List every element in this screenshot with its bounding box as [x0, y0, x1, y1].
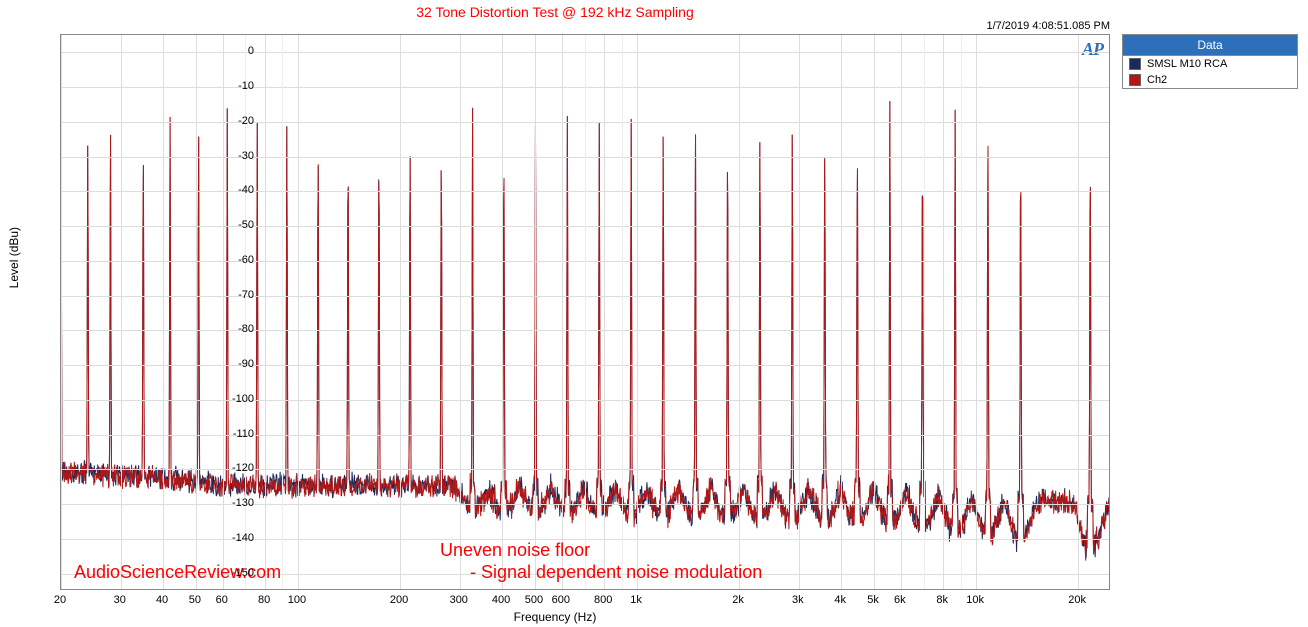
- gridline-vertical: [121, 35, 122, 589]
- gridline-vertical: [604, 35, 605, 589]
- gridline-vertical: [163, 35, 164, 589]
- legend-swatch: [1129, 58, 1141, 70]
- gridline-vertical-minor: [961, 35, 962, 589]
- x-tick-label: 500: [525, 594, 543, 606]
- gridline-vertical-minor: [622, 35, 623, 589]
- x-tick-label: 1k: [630, 594, 642, 606]
- gridline-vertical: [265, 35, 266, 589]
- x-tick-label: 400: [492, 594, 510, 606]
- x-tick-label: 2k: [732, 594, 744, 606]
- gridline-vertical: [841, 35, 842, 589]
- gridline-vertical: [943, 35, 944, 589]
- x-tick-label: 6k: [894, 594, 906, 606]
- x-tick-label: 80: [258, 594, 270, 606]
- y-tick-label: -120: [232, 462, 254, 474]
- legend-swatch: [1129, 74, 1141, 86]
- x-tick-label: 30: [114, 594, 126, 606]
- annotation-text: Uneven noise floor: [440, 540, 590, 561]
- y-axis-title: Level (dBu): [7, 227, 21, 288]
- gridline-vertical: [502, 35, 503, 589]
- chart-title: 32 Tone Distortion Test @ 192 kHz Sampli…: [0, 4, 1110, 20]
- x-tick-label: 300: [450, 594, 468, 606]
- gridline-vertical-minor: [924, 35, 925, 589]
- y-tick-label: -30: [238, 150, 254, 162]
- y-tick-label: -50: [238, 219, 254, 231]
- x-tick-label: 50: [189, 594, 201, 606]
- y-tick-label: -90: [238, 358, 254, 370]
- legend-label: Ch2: [1147, 74, 1167, 86]
- x-tick-label: 5k: [867, 594, 879, 606]
- legend-box: Data SMSL M10 RCA Ch2: [1122, 34, 1298, 89]
- gridline-vertical: [901, 35, 902, 589]
- gridline-vertical: [61, 35, 62, 589]
- y-tick-label: -10: [238, 80, 254, 92]
- x-tick-label: 4k: [834, 594, 846, 606]
- x-tick-label: 800: [594, 594, 612, 606]
- gridline-vertical-minor: [585, 35, 586, 589]
- y-tick-label: -130: [232, 497, 254, 509]
- x-tick-label: 60: [216, 594, 228, 606]
- y-tick-label: -140: [232, 532, 254, 544]
- gridline-vertical: [196, 35, 197, 589]
- y-tick-label: -100: [232, 393, 254, 405]
- y-tick-label: -70: [238, 289, 254, 301]
- gridline-vertical: [223, 35, 224, 589]
- legend-item: SMSL M10 RCA: [1123, 56, 1297, 72]
- y-tick-label: -80: [238, 323, 254, 335]
- gridline-vertical: [799, 35, 800, 589]
- gridline-vertical: [535, 35, 536, 589]
- legend-header: Data: [1123, 35, 1297, 56]
- gridline-vertical-minor: [282, 35, 283, 589]
- gridline-vertical: [637, 35, 638, 589]
- y-tick-label: -40: [238, 184, 254, 196]
- plot-area: AP: [60, 34, 1110, 590]
- x-tick-label: 3k: [792, 594, 804, 606]
- x-tick-label: 10k: [966, 594, 984, 606]
- gridline-vertical: [874, 35, 875, 589]
- gridline-vertical: [460, 35, 461, 589]
- gridline-vertical: [1078, 35, 1079, 589]
- x-tick-label: 8k: [936, 594, 948, 606]
- y-tick-label: -110: [233, 428, 254, 440]
- y-tick-label: -150: [232, 567, 254, 579]
- x-axis-title: Frequency (Hz): [0, 610, 1110, 624]
- gridline-vertical: [562, 35, 563, 589]
- x-tick-label: 20k: [1068, 594, 1086, 606]
- legend-item: Ch2: [1123, 72, 1297, 88]
- legend-label: SMSL M10 RCA: [1147, 58, 1227, 70]
- gridline-vertical: [298, 35, 299, 589]
- x-tick-label: 200: [390, 594, 408, 606]
- gridline-vertical: [976, 35, 977, 589]
- gridline-vertical: [400, 35, 401, 589]
- annotation-text: - Signal dependent noise modulation: [470, 562, 762, 583]
- x-tick-label: 100: [288, 594, 306, 606]
- timestamp-label: 1/7/2019 4:08:51.085 PM: [986, 20, 1110, 32]
- y-tick-label: -60: [238, 254, 254, 266]
- gridline-vertical: [739, 35, 740, 589]
- x-tick-label: 600: [552, 594, 570, 606]
- x-tick-label: 40: [156, 594, 168, 606]
- y-tick-label: -20: [238, 115, 254, 127]
- x-tick-label: 20: [54, 594, 66, 606]
- y-tick-label: 0: [248, 45, 254, 57]
